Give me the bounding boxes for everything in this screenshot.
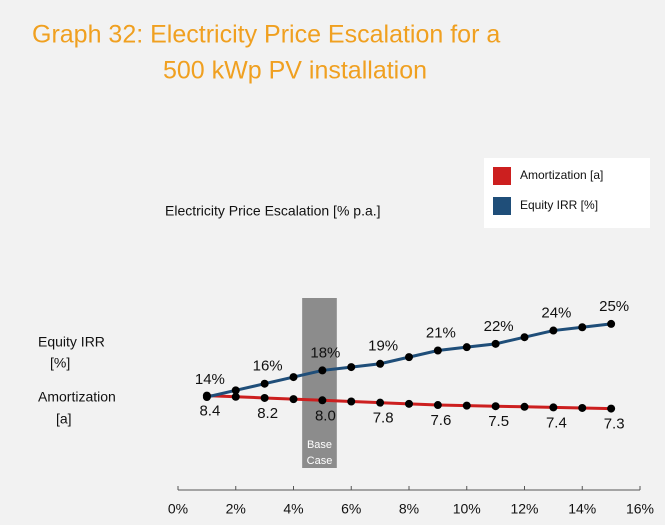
legend-label: Amortization [a] [520,168,603,182]
x-tick-label: 10% [453,501,481,517]
data-point [607,404,616,413]
data-point [376,359,385,368]
data-label: 7.5 [488,413,509,430]
legend-label: Equity IRR [%] [520,198,598,212]
data-point [405,399,413,408]
data-point [520,333,529,342]
x-tick-label: 16% [626,501,654,517]
data-point [231,392,240,401]
x-tick-label: 6% [341,501,361,517]
x-tick-label: 14% [568,501,596,517]
data-label: 21% [426,324,456,341]
y2-axis-label: [a] [56,411,72,427]
data-point [433,346,442,355]
data-point [491,402,500,411]
data-point [260,393,269,402]
data-point [376,398,385,407]
data-label: 16% [253,358,283,375]
data-point [607,319,616,328]
data-point [549,403,558,412]
chart-title: Graph 32: Electricity Price Escalation f… [32,21,500,49]
data-point [260,379,269,388]
x-tick-label: 4% [283,501,303,517]
data-point [231,386,240,395]
data-point [491,339,500,348]
y2-axis-label: Amortization [38,389,116,405]
y-axis-label: Equity IRR [38,334,105,350]
x-tick-label: 12% [510,501,538,517]
data-point [433,401,442,410]
data-label: 18% [310,344,340,361]
data-point [578,323,587,332]
data-label: 7.4 [546,414,567,431]
data-point [405,353,413,362]
band-label: Case [307,455,333,467]
data-label: 25% [599,298,629,315]
data-point [549,326,558,335]
data-label: 22% [484,318,514,335]
data-point [318,366,327,375]
x-tick-label: 0% [168,501,188,517]
data-point [347,397,356,406]
data-label: 19% [368,338,398,355]
data-point [520,402,529,411]
data-point [462,343,471,352]
data-point [289,395,298,404]
base-case-band [302,298,337,468]
data-point [318,396,327,405]
y-axis-label: [%] [50,355,70,371]
data-label: 7.6 [430,412,451,429]
data-label: 7.3 [604,416,625,433]
data-label: 8.2 [257,405,278,422]
data-point [578,403,587,412]
data-point [347,363,356,372]
x-tick-label: 2% [226,501,246,517]
legend-box [484,158,650,228]
data-label: 24% [541,305,571,322]
data-label: 14% [195,371,225,388]
data-label: 7.8 [373,410,394,427]
legend-swatch [493,197,511,215]
data-point [202,392,211,401]
legend-swatch [493,167,511,185]
data-point [289,373,298,382]
data-point [462,401,471,410]
band-label: Base [307,439,332,451]
data-label: 8.4 [199,403,220,420]
data-label: 8.0 [315,407,336,424]
x-axis-label: Electricity Price Escalation [% p.a.] [165,203,381,219]
chart-title: 500 kWp PV installation [163,57,427,85]
x-tick-label: 8% [399,501,419,517]
